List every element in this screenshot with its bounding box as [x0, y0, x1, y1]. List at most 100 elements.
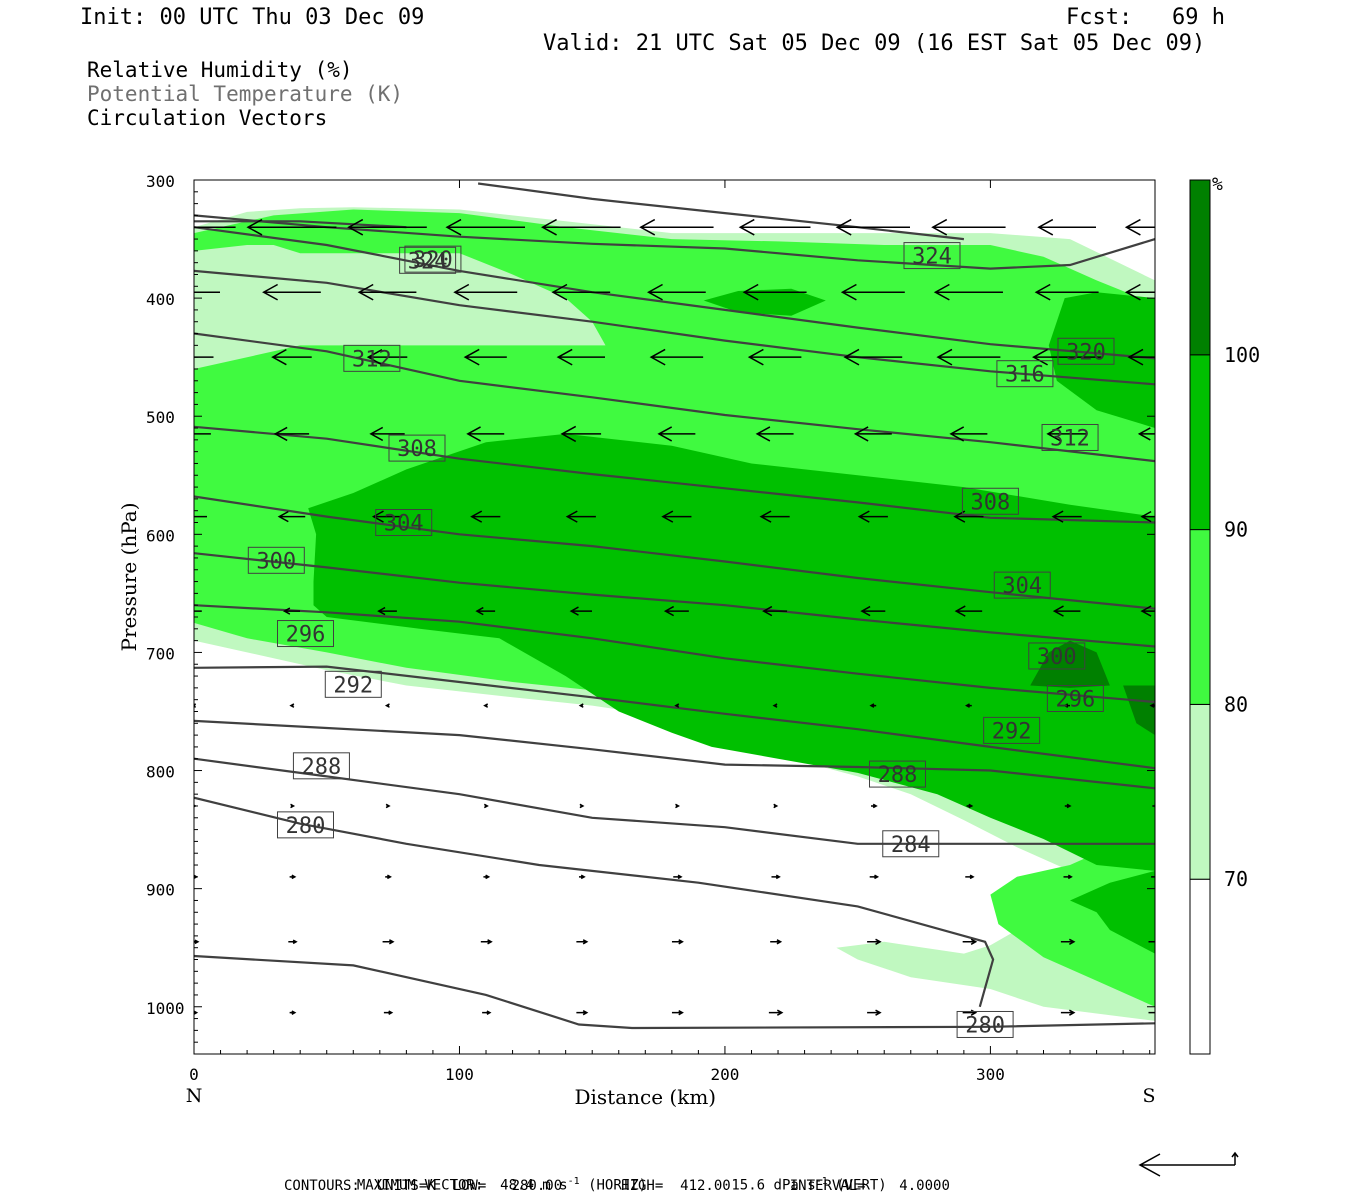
vector-4-10 [1140, 510, 1155, 523]
rh-fill-layer [194, 207, 1155, 1021]
theta-label-box-12 [903, 242, 961, 270]
vector-0-5 [639, 218, 714, 236]
colorbar: 70 80 90 100% [1189, 174, 1260, 1055]
vector-10-3 [482, 1010, 492, 1015]
vector-7-1 [290, 803, 296, 809]
vector-6-4 [578, 703, 584, 708]
legend-potential-temperature: Potential Temperature (K) [87, 82, 404, 106]
theta-contour-304-7 [194, 495, 1155, 610]
vector-8-7 [869, 874, 880, 880]
contour-label-layer: 2802802842882922963003043083123163203243… [247, 242, 1115, 1038]
vector-0-3 [445, 218, 526, 236]
vector-1-10 [1124, 283, 1155, 301]
vector-4-0 [194, 515, 207, 518]
theta-label-320: 320 [1066, 340, 1106, 365]
vector-8-6 [771, 874, 781, 880]
vector-7-5 [675, 803, 681, 809]
theta-label-288: 288 [878, 763, 918, 788]
theta-contour-292-4 [194, 665, 1155, 770]
vector-4-3 [470, 510, 501, 523]
vector-0-1 [246, 218, 337, 236]
x-tick-label-200: 200 [710, 1065, 739, 1084]
vector-9-8 [962, 938, 978, 945]
vector-4-8 [953, 510, 984, 523]
theta-label-box-15 [343, 344, 401, 372]
vector-4-1 [277, 510, 306, 523]
y-tick-label-1000: 1000 [146, 999, 185, 1018]
vector-2-2 [366, 348, 408, 366]
theta-label-box-21 [292, 752, 350, 780]
vector-7-6 [773, 803, 779, 809]
vector-9-3 [480, 939, 493, 945]
rh-region-90-4 [1048, 292, 1155, 428]
vector-2-5 [649, 348, 704, 366]
colorbar-segment-2 [1189, 529, 1211, 705]
x-end-label-north: N [186, 1085, 203, 1107]
theta-label-312: 312 [1050, 426, 1090, 451]
vector-1-2 [357, 283, 417, 301]
vector-1-7 [840, 283, 905, 301]
vector-10-9 [1060, 1009, 1076, 1016]
valid-time: Valid: 21 UTC Sat 05 Dec 09 (16 EST Sat … [543, 31, 1206, 56]
vector-3-1 [273, 426, 310, 442]
theta-contour-280-1 [194, 796, 995, 1008]
x-end-label-south: S [1142, 1085, 1155, 1107]
colorbar-label-100: 100 [1224, 343, 1260, 367]
theta-contour-324-12 [194, 214, 1155, 270]
theta-label-box-8 [961, 487, 1019, 515]
y-tick-label-900: 900 [146, 881, 175, 900]
legend-relative-humidity: Relative Humidity (%) [87, 58, 353, 82]
vector-9-5 [671, 939, 684, 945]
theta-label-324: 324 [912, 245, 952, 270]
theta-label-box-20 [324, 670, 382, 698]
vector-5-2 [377, 606, 397, 616]
vector-3-2 [369, 426, 405, 442]
rh-region-90-2 [308, 433, 1155, 871]
vector-6-9 [1063, 703, 1070, 708]
vector-4-2 [371, 510, 403, 523]
vector-4-9 [1051, 510, 1082, 523]
vector-2-1 [271, 348, 312, 366]
vector-7-10 [1152, 803, 1155, 809]
vector-4-6 [759, 510, 790, 523]
footer-max-vector-horiz-value: MAXIMUM VECTOR: 48.4 m s [356, 1177, 568, 1194]
vector-6-5 [674, 703, 680, 708]
theta-label-box-13 [399, 246, 457, 274]
theta-label-320: 320 [413, 248, 453, 273]
theta-label-288: 288 [302, 755, 342, 780]
theta-label-292: 292 [992, 719, 1032, 744]
vector-2-8 [936, 348, 1001, 366]
theta-label-box-11 [1057, 337, 1115, 365]
vector-1-1 [262, 283, 321, 301]
vector-5-9 [1052, 605, 1081, 617]
theta-contour-324-13 [477, 182, 965, 241]
vector-7-4 [579, 803, 585, 809]
rh-region-100-7 [1123, 685, 1155, 736]
theta-label-304: 304 [1002, 574, 1042, 599]
theta-label-296: 296 [286, 623, 326, 648]
footer-vert-label: (VERT) [836, 1177, 887, 1194]
vector-6-6 [772, 703, 778, 708]
theta-label-box-10 [996, 360, 1054, 388]
vector-0-10 [1124, 218, 1155, 236]
vector-6-7 [869, 703, 877, 708]
vector-3-6 [755, 426, 794, 442]
vector-8-2 [385, 874, 392, 880]
y-tick-label-400: 400 [146, 290, 175, 309]
colorbar-label-80: 80 [1224, 692, 1248, 716]
colorbar-segment-3 [1189, 354, 1211, 531]
vector-10-7 [867, 1009, 882, 1016]
vector-3-7 [853, 426, 892, 442]
vector-6-1 [289, 703, 295, 708]
vector-9-0 [194, 939, 200, 945]
y-axis-label: Pressure (hPa) [117, 503, 141, 652]
vector-8-8 [965, 874, 975, 880]
theta-contour-layer [194, 182, 1155, 1030]
vector-4-7 [857, 510, 888, 523]
vector-3-0 [194, 433, 211, 435]
vector-1-0 [194, 291, 220, 293]
vector-9-6 [770, 939, 783, 945]
theta-label-box-7 [993, 571, 1051, 599]
vector-5-3 [475, 606, 496, 616]
theta-label-box-19 [276, 620, 334, 648]
